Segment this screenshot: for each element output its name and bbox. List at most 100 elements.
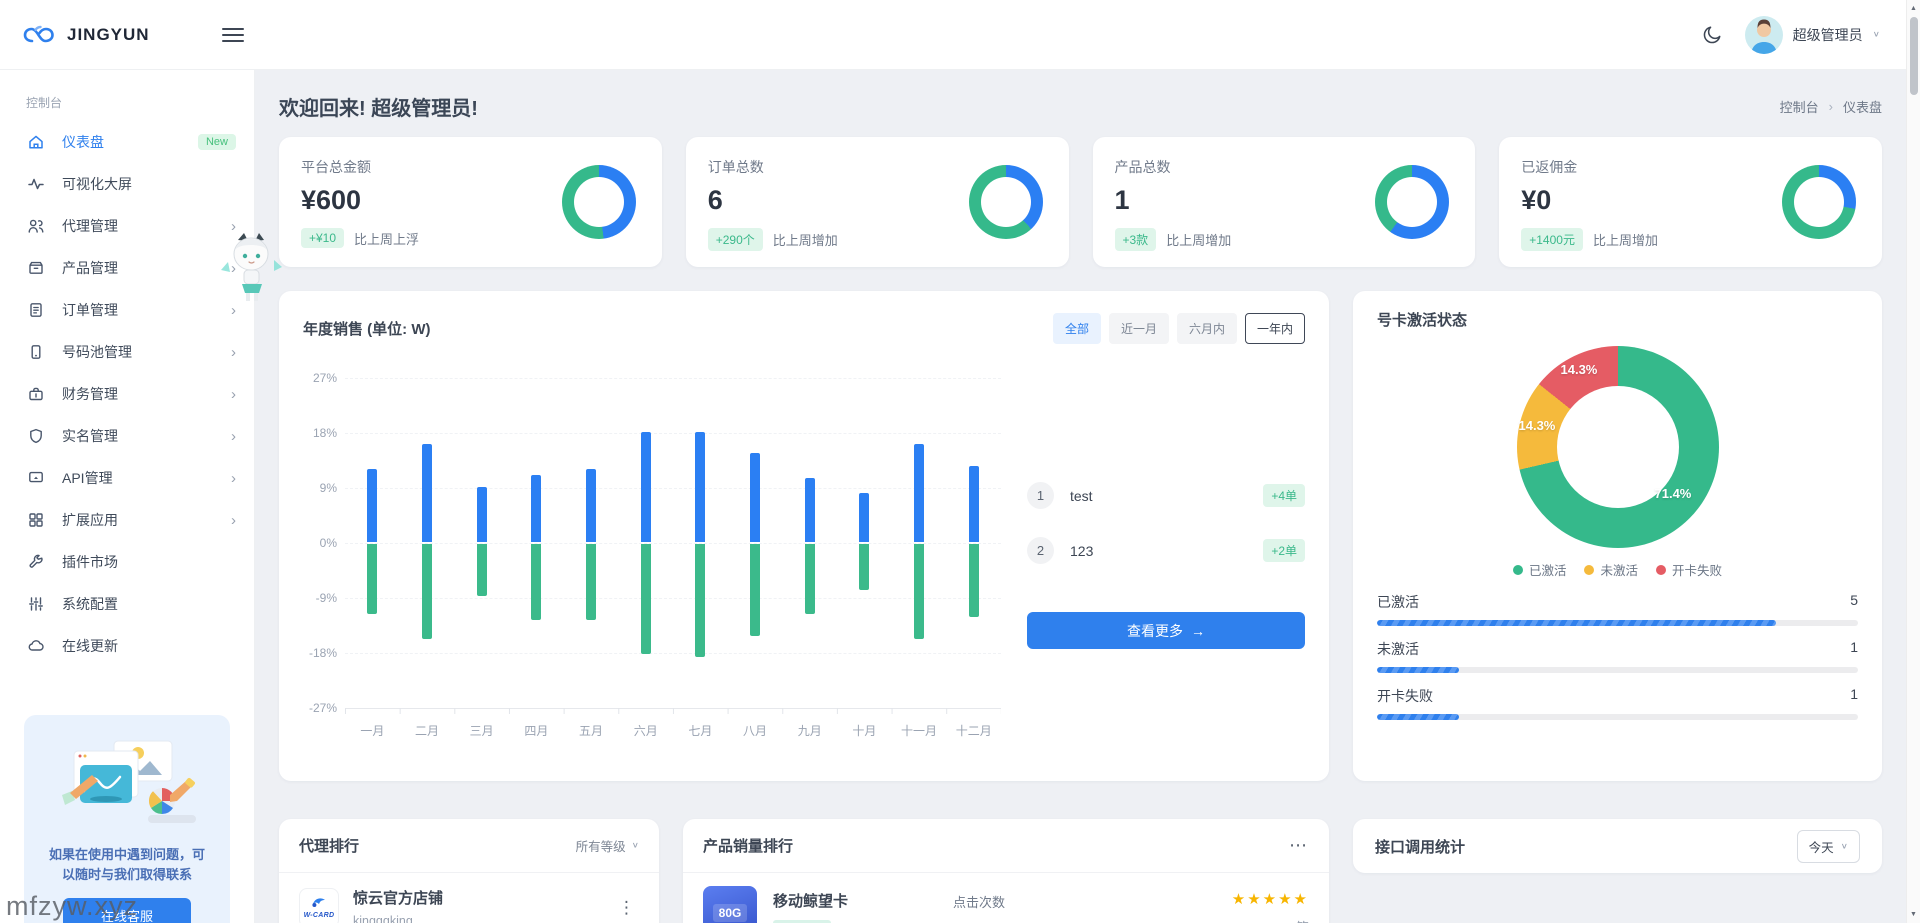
orders-count: 1024笔 <box>1159 917 1309 923</box>
chevron-down-icon: ∨ <box>1872 30 1880 39</box>
progress-track <box>1377 667 1858 673</box>
stat-ring <box>1375 165 1450 239</box>
chevron-down-icon: ∨ <box>631 841 639 850</box>
chevron-right-icon: › <box>231 301 236 319</box>
chevron-right-icon: › <box>231 511 236 529</box>
breadcrumb-console[interactable]: 控制台 <box>1779 100 1819 115</box>
user-menu[interactable]: 超级管理员 ∨ <box>1744 15 1880 54</box>
bar-month-3 <box>454 378 509 708</box>
breadcrumb-dashboard[interactable]: 仪表盘 <box>1842 100 1882 115</box>
chevron-right-icon: › <box>231 343 236 361</box>
rank-badge: +2单 <box>1263 539 1305 562</box>
stat-badge: +290个 <box>707 228 763 251</box>
dark-mode-toggle[interactable] <box>1701 24 1723 46</box>
annual-sales-plot <box>345 378 1001 714</box>
filter-last-month[interactable]: 近一月 <box>1108 313 1169 344</box>
scrollbar-thumb[interactable] <box>1909 17 1918 95</box>
product-sales-ranking-card: 产品销量排行 ⋯ 80G 移动鲸望卡 点击次数 0.46K ★★★★★ 1024… <box>683 819 1329 923</box>
api-range-select[interactable]: 今天 ∨ <box>1796 829 1860 863</box>
view-more-button[interactable]: 查看更多 → <box>1027 612 1305 649</box>
stat-ring <box>968 165 1043 239</box>
sidebar-item-orders[interactable]: 订单管理 › <box>0 289 254 331</box>
activation-progress-fill <box>1377 667 1459 673</box>
legend-activated[interactable]: 已激活 <box>1512 560 1566 579</box>
bar-month-8 <box>728 378 783 708</box>
star-rating: ★★★★★ <box>1231 891 1309 908</box>
bar-month-2 <box>400 378 455 708</box>
product-thumbnail: 80G <box>703 886 757 923</box>
x-tick-label: 七月 <box>688 724 713 738</box>
scroll-down-icon[interactable]: ▼ <box>1910 911 1917 918</box>
sidebar-item-api[interactable]: API管理 › <box>0 457 254 499</box>
agent-level-select[interactable]: 所有等级 ∨ <box>575 840 639 854</box>
x-tick-label: 二月 <box>415 724 440 738</box>
green-dot-icon <box>1512 564 1523 575</box>
stat-card-platform-total: 平台总金额 ¥600 +¥10 比上周上浮 <box>279 137 662 267</box>
chevron-down-icon: ∨ <box>1840 841 1848 851</box>
sidebar-item-plugin-market[interactable]: 插件市场 <box>0 541 254 583</box>
legend-inactive[interactable]: 未激活 <box>1584 560 1638 579</box>
filter-one-year[interactable]: 一年内 <box>1244 313 1305 344</box>
sidebar-item-products[interactable]: 产品管理 › <box>0 247 254 289</box>
legend-failed[interactable]: 开卡失败 <box>1656 560 1722 579</box>
home-icon <box>26 132 46 152</box>
annual-sales-card: 年度销售 (单位: W) 全部 近一月 六月内 一年内 27% 18% 9% 0% -9… <box>279 291 1329 781</box>
annual-sales-chart: 27% 18% 9% 0% -9% -18% -27% 一月 二月 三月 四月 五月 六月 七月 八月 九月… <box>303 371 1027 739</box>
rank-item[interactable]: 2 123 +2单 <box>1027 537 1305 564</box>
avatar <box>1744 15 1783 54</box>
users-icon <box>26 216 46 236</box>
filter-all[interactable]: 全部 <box>1052 313 1101 344</box>
stat-badge: +3款 <box>1114 228 1157 251</box>
brand-logo: JINGYUN <box>0 23 210 47</box>
sidebar-item-number-pool[interactable]: 号码池管理 › <box>0 331 254 373</box>
sidebar-item-bigscreen[interactable]: 可视化大屏 <box>0 163 254 205</box>
sidebar-item-realname[interactable]: 实名管理 › <box>0 415 254 457</box>
help-card: 如果在使用中遇到问题，可 以随时与我们取得联系 在线客服 <box>24 715 230 923</box>
scroll-up-icon[interactable]: ▲ <box>1910 5 1917 12</box>
sidebar-item-finance[interactable]: 财务管理 › <box>0 373 254 415</box>
rank-item[interactable]: 1 test +4单 <box>1027 482 1305 509</box>
x-tick-label: 八月 <box>743 724 768 738</box>
brand-name: JINGYUN <box>67 24 150 44</box>
bar-month-4 <box>509 378 564 708</box>
activation-title: 号卡激活状态 <box>1377 312 1468 329</box>
sidebar-item-dashboard[interactable]: 仪表盘 New <box>0 121 254 163</box>
slice-label-green: 71.4% <box>1654 486 1692 501</box>
x-tick-label: 三月 <box>469 724 494 738</box>
chevron-right-icon: › <box>1828 99 1833 114</box>
cloud-infinity-icon <box>23 25 54 42</box>
menu-icon[interactable] <box>222 24 244 46</box>
stats-row: 平台总金额 ¥600 +¥10 比上周上浮 订单总数 6 +290个 比上周增加… <box>279 137 1882 267</box>
agent-row[interactable]: W-CARD 惊云官方店铺 kingqqking ⋮ <box>279 873 659 923</box>
x-tick-label: 四月 <box>524 724 549 738</box>
filter-six-months[interactable]: 六月内 <box>1176 313 1237 344</box>
stat-card-commission: 已返佣金 ¥0 +1400元 比上周增加 <box>1499 137 1882 267</box>
sidebar-item-online-update[interactable]: 在线更新 <box>0 625 254 667</box>
online-support-button[interactable]: 在线客服 <box>63 898 191 923</box>
sidebar-item-extensions[interactable]: 扩展应用 › <box>0 499 254 541</box>
y-tick-label: -27% <box>308 701 337 715</box>
page-title: 欢迎回来! 超级管理员! <box>279 98 478 120</box>
archive-icon <box>26 258 46 278</box>
sidebar-item-agents[interactable]: 代理管理 › <box>0 205 254 247</box>
shield-icon <box>26 426 46 446</box>
breadcrumb: 控制台 › 仪表盘 <box>1780 97 1882 116</box>
help-text: 如果在使用中遇到问题，可 以随时与我们取得联系 <box>48 847 205 882</box>
more-menu-icon[interactable]: ⋯ <box>1289 835 1309 855</box>
product-row[interactable]: 80G 移动鲸望卡 点击次数 0.46K ★★★★★ 1024笔 <box>683 873 1329 923</box>
stat-ring <box>561 165 636 239</box>
stat-ring <box>1782 165 1856 239</box>
kebab-menu-icon[interactable]: ⋮ <box>618 897 635 917</box>
activation-row-failed: 开卡失败 1 <box>1377 686 1858 720</box>
watermark: mfzyw.xyz <box>6 891 139 921</box>
x-tick-label: 一月 <box>360 724 385 738</box>
x-tick-label: 九月 <box>797 724 822 738</box>
sidebar-item-system-config[interactable]: 系统配置 <box>0 583 254 625</box>
x-tick-label: 十一月 <box>901 724 938 738</box>
phone-icon <box>26 342 46 362</box>
topbar: JINGYUN 超级管理员 ∨ <box>0 0 1920 70</box>
cloud-icon <box>26 636 46 656</box>
agent-store-sub: kingqqking <box>353 914 413 923</box>
yellow-dot-icon <box>1584 564 1595 575</box>
stat-card-order-total: 订单总数 6 +290个 比上周增加 <box>685 137 1069 267</box>
